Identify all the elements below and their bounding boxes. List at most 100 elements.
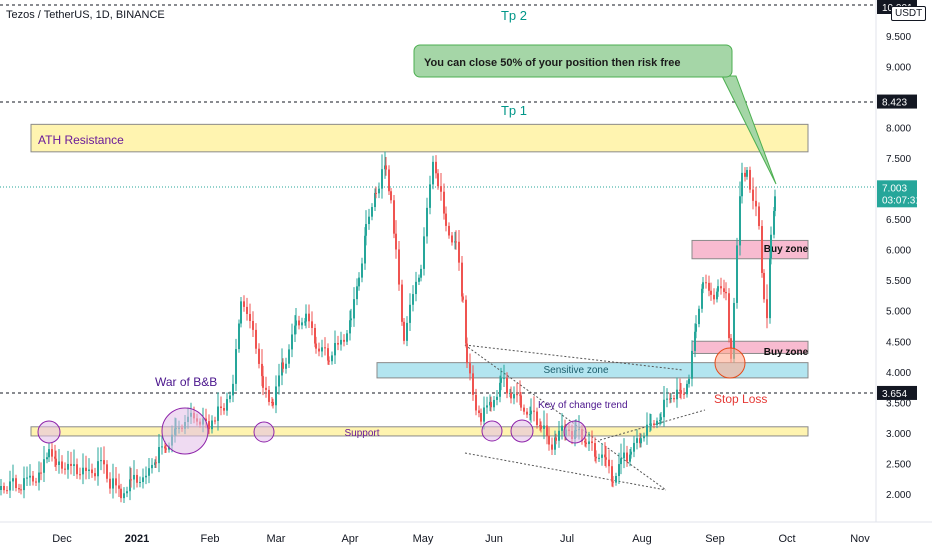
key-annotation: Key of change trend: [538, 400, 628, 411]
candle-body: [100, 460, 102, 462]
candle-body: [695, 324, 697, 332]
price-axis[interactable]: 9.500 9.000 8.000 7.500 6.500 6.000 5.500 5.000…: [886, 32, 911, 501]
candle-body: [761, 226, 763, 273]
candle-body: [18, 488, 20, 490]
candle-body: [663, 399, 665, 418]
candle-body: [763, 272, 765, 300]
candle-body: [611, 466, 613, 482]
callout-text: You can close 50% of your position then …: [424, 57, 681, 69]
time-tick-label: Aug: [632, 533, 652, 545]
candle-body: [46, 457, 48, 460]
plot-area: [0, 0, 876, 522]
candle-body: [85, 467, 87, 472]
candle-body: [736, 245, 738, 303]
candle-body: [353, 299, 355, 319]
candle-body: [318, 348, 320, 352]
candle-body: [48, 449, 50, 458]
time-tick-label: Oct: [778, 533, 795, 545]
candle-body: [151, 464, 153, 469]
candle-body: [26, 477, 28, 479]
candle-body: [365, 224, 367, 236]
zone-label: Buy zone: [764, 244, 809, 255]
candle-body: [29, 475, 31, 478]
candle-body: [766, 299, 768, 319]
candle-body: [739, 196, 741, 246]
candle-body: [466, 343, 468, 364]
candle-body: [752, 189, 754, 201]
candle-body: [701, 288, 703, 309]
candle-body: [503, 377, 505, 379]
candle-body: [626, 452, 628, 462]
candle-body: [618, 464, 620, 477]
candle-body: [385, 165, 387, 170]
candle-body: [716, 291, 718, 300]
pair-title: Tezos / TetherUS, 1D, BINANCE: [6, 9, 165, 21]
candle-body: [469, 363, 471, 374]
price-tick-label: 3.000: [886, 429, 911, 440]
candle-body: [223, 408, 225, 411]
candle-body: [97, 461, 99, 477]
candle-body: [361, 263, 363, 278]
candle-body: [708, 282, 710, 291]
candle-body: [656, 420, 658, 426]
unit-badge[interactable]: USDT: [891, 6, 927, 21]
candle-body: [54, 456, 56, 459]
candle-body: [252, 321, 254, 330]
candle-body: [612, 481, 614, 483]
candle-body: [356, 286, 358, 300]
candle-body: [480, 413, 482, 422]
candle-body: [688, 378, 690, 384]
candle-body: [64, 468, 66, 470]
candle-body: [265, 387, 267, 390]
candle-body: [412, 294, 414, 305]
stop-loss-circle: [714, 347, 746, 379]
candle-body: [328, 360, 330, 362]
candle-body: [308, 313, 310, 322]
time-tick-label: May: [413, 533, 434, 545]
candle-body: [536, 411, 538, 426]
candle-body: [40, 472, 42, 474]
candle-body: [205, 418, 207, 422]
candle-body: [458, 241, 460, 263]
candle-body: [211, 420, 213, 430]
candle-body: [112, 478, 114, 489]
candle-body: [12, 478, 14, 482]
candle-body: [38, 472, 40, 483]
candle-body: [670, 398, 672, 400]
candle-body: [653, 423, 655, 426]
candle-body: [291, 334, 293, 350]
candle-body: [543, 425, 545, 429]
price-tick-label: 5.000: [886, 307, 911, 318]
price-label-box: [877, 385, 917, 400]
candle-body: [506, 377, 508, 394]
time-axis[interactable]: Dec 2021 Feb Mar Apr May Jun Jul Aug Sep Oct Nov: [52, 533, 870, 545]
candle-body: [76, 464, 78, 475]
candle-body: [120, 488, 122, 499]
candle-body: [243, 301, 245, 307]
candle-body: [249, 313, 251, 322]
candle-body: [67, 463, 69, 470]
candle-body: [343, 339, 345, 342]
candle-body: [415, 281, 417, 295]
time-tick-label: 2021: [125, 533, 149, 545]
zone-label: ATH Resistance: [38, 133, 124, 147]
candle-body: [61, 461, 63, 469]
candle-body: [226, 399, 228, 411]
candle-body: [285, 363, 287, 369]
candle-body: [669, 398, 671, 400]
candle-body: [311, 321, 313, 328]
candle-body: [126, 491, 128, 494]
candle-body: [451, 235, 453, 243]
candle-body: [659, 419, 661, 421]
candle-body: [278, 375, 280, 387]
candle-body: [710, 290, 712, 295]
zone-label: Buy zone: [764, 347, 809, 358]
candle-body: [749, 169, 751, 190]
candle-body: [70, 463, 72, 466]
candle-body: [375, 192, 377, 194]
candle-body: [304, 321, 306, 323]
time-tick-label: Sep: [705, 533, 725, 545]
candle-body: [769, 258, 771, 319]
